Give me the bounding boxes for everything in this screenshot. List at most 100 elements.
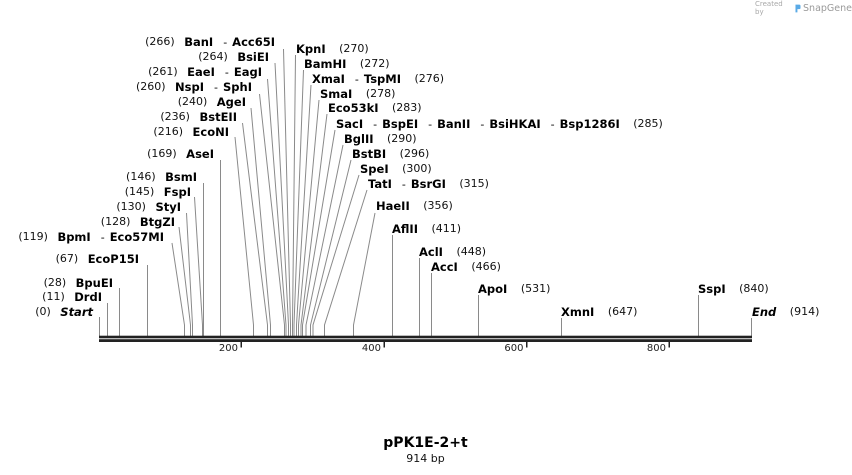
enzyme-name[interactable]: BstEII xyxy=(199,110,237,124)
enzyme-name[interactable]: SphI xyxy=(204,80,252,95)
dna-backbone[interactable] xyxy=(99,335,752,342)
enzyme-name[interactable]: EaeI xyxy=(187,65,215,79)
start-label[interactable]: Start xyxy=(60,305,93,319)
enzyme-name[interactable]: DrdI xyxy=(74,290,102,304)
site-position: (356) xyxy=(423,199,453,212)
leader-line xyxy=(302,129,336,336)
enzyme-name[interactable]: BsmI xyxy=(165,170,197,184)
enzyme-name[interactable]: BsiEI xyxy=(237,50,269,64)
site-label-tati-bsrgi[interactable]: TatI BsrGI (315) xyxy=(368,177,489,192)
enzyme-name[interactable]: BpmI xyxy=(57,230,91,244)
watermark-brand: SnapGene xyxy=(803,2,852,14)
enzyme-name[interactable]: StyI xyxy=(155,200,181,214)
site-position: (278) xyxy=(365,87,396,100)
backbone-bottom-strand[interactable] xyxy=(99,339,752,342)
enzyme-name[interactable]: TspMI xyxy=(345,72,401,87)
enzyme-name[interactable]: XmaI xyxy=(312,72,345,86)
enzyme-name[interactable]: AccI xyxy=(431,260,458,274)
site-label-bsmi[interactable]: (146) BsmI xyxy=(126,170,197,184)
enzyme-name[interactable]: Eco57MI xyxy=(91,230,164,245)
site-label-eco53ki[interactable]: Eco53kI (283) xyxy=(328,101,422,115)
enzyme-name[interactable]: SpeI xyxy=(360,162,389,176)
site-label-eaei-eagi[interactable]: (261) EaeI EagI xyxy=(148,65,262,80)
site-label-econi[interactable]: (216) EcoNI xyxy=(153,125,229,139)
enzyme-name[interactable]: SspI xyxy=(698,282,726,296)
enzyme-name[interactable]: AflII xyxy=(392,222,418,236)
site-label-bpmi-eco57mi[interactable]: (119) BpmI Eco57MI xyxy=(18,230,164,245)
enzyme-name[interactable]: XmnI xyxy=(561,305,595,319)
site-label-bsiei[interactable]: (264) BsiEI xyxy=(198,50,269,64)
leader-line xyxy=(298,99,320,336)
site-label-bglii[interactable]: BglII (290) xyxy=(344,132,417,146)
enzyme-name[interactable]: BglII xyxy=(344,132,374,146)
sequence-length: 914 bp xyxy=(406,452,445,465)
enzyme-name[interactable]: AseI xyxy=(186,147,214,161)
site-label-bani-acc65i[interactable]: (266) BanI Acc65I xyxy=(145,35,275,50)
enzyme-name[interactable]: Acc65I xyxy=(213,35,275,50)
site-label-bamhi[interactable]: BamHI (272) xyxy=(304,57,390,71)
site-label-drdi[interactable]: (11) DrdI xyxy=(42,290,102,304)
enzyme-name[interactable]: BanI xyxy=(184,35,214,49)
enzyme-name[interactable]: BstBI xyxy=(352,147,387,161)
site-position: (260) xyxy=(135,80,166,93)
enzyme-name[interactable]: SmaI xyxy=(320,87,353,101)
site-position: (448) xyxy=(456,245,487,258)
site-label-spei[interactable]: SpeI (300) xyxy=(360,162,432,176)
enzyme-name[interactable]: FspI xyxy=(163,185,191,199)
enzyme-name[interactable]: EcoNI xyxy=(192,125,229,139)
backbone-top-strand[interactable] xyxy=(99,335,752,339)
site-position: (119) xyxy=(18,230,48,243)
site-label-fspi[interactable]: (145) FspI xyxy=(125,185,191,199)
site-label-smai[interactable]: SmaI (278) xyxy=(320,87,395,101)
enzyme-name[interactable]: AclI xyxy=(419,245,443,259)
site-label-xmai-tspmi[interactable]: XmaI TspMI (276) xyxy=(312,72,444,87)
site-position: (236) xyxy=(160,110,190,123)
site-label-asei[interactable]: (169) AseI xyxy=(147,147,214,161)
enzyme-name[interactable]: BamHI xyxy=(304,57,347,71)
enzyme-name[interactable]: SacI xyxy=(336,117,364,131)
site-label-haeii[interactable]: HaeII (356) xyxy=(376,199,453,213)
enzyme-name[interactable]: BtgZI xyxy=(139,215,175,229)
enzyme-name[interactable]: BsiHKAI xyxy=(470,117,540,132)
enzyme-name[interactable]: EcoP15I xyxy=(87,252,139,266)
site-label-acci[interactable]: AccI (466) xyxy=(431,260,501,274)
site-label-bstbi[interactable]: BstBI (296) xyxy=(352,147,429,161)
site-label-bpuei[interactable]: (28) BpuEI xyxy=(44,276,113,290)
site-position: (240) xyxy=(177,95,208,108)
leader-line xyxy=(171,242,185,336)
site-label-agei[interactable]: (240) AgeI xyxy=(178,95,246,109)
site-label-bsteii[interactable]: (236) BstEII xyxy=(160,110,237,124)
enzyme-name[interactable]: BpuEI xyxy=(75,276,113,290)
enzyme-name[interactable]: TatI xyxy=(368,177,392,191)
enzyme-name[interactable]: HaeII xyxy=(376,199,410,213)
site-label-kpni[interactable]: KpnI (270) xyxy=(296,42,369,56)
enzyme-name[interactable]: KpnI xyxy=(296,42,326,56)
enzyme-name[interactable]: EagI xyxy=(215,65,262,80)
site-label-saci-group[interactable]: SacI BspEI BanII BsiHKAI Bsp1286I (285) xyxy=(336,117,663,132)
site-label-ecop15i[interactable]: (67) EcoP15I xyxy=(56,252,139,266)
enzyme-name[interactable]: NspI xyxy=(175,80,205,94)
site-position: (11) xyxy=(42,290,65,303)
site-label-sspi[interactable]: SspI (840) xyxy=(698,282,769,296)
site-label-apoi[interactable]: ApoI (531) xyxy=(478,282,550,296)
enzyme-name[interactable]: AgeI xyxy=(216,95,246,109)
enzyme-name[interactable]: ApoI xyxy=(478,282,508,296)
site-label-styi[interactable]: (130) StyI xyxy=(116,200,181,214)
site-label-xmni[interactable]: XmnI (647) xyxy=(561,305,637,319)
site-position: (914) xyxy=(789,305,820,318)
ruler-tick xyxy=(240,342,242,348)
enzyme-name[interactable]: Bsp1286I xyxy=(541,117,620,132)
site-label-aflii[interactable]: AflII (411) xyxy=(392,222,461,236)
enzyme-name[interactable]: Eco53kI xyxy=(328,101,379,115)
site-label-end[interactable]: End (914) xyxy=(752,305,819,319)
site-label-nspi-sphi[interactable]: (260) NspI SphI xyxy=(135,80,252,95)
end-label[interactable]: End xyxy=(752,305,777,319)
site-label-start[interactable]: (0) Start xyxy=(35,305,93,319)
site-position: (270) xyxy=(339,42,369,55)
enzyme-name[interactable]: BanII xyxy=(418,117,470,132)
enzyme-name[interactable]: BspEI xyxy=(363,117,418,132)
enzyme-name[interactable]: BsrGI xyxy=(392,177,446,192)
site-label-acli[interactable]: AclI (448) xyxy=(419,245,486,259)
site-label-btgzi[interactable]: (128) BtgZI xyxy=(101,215,175,229)
leader-line xyxy=(353,212,376,336)
